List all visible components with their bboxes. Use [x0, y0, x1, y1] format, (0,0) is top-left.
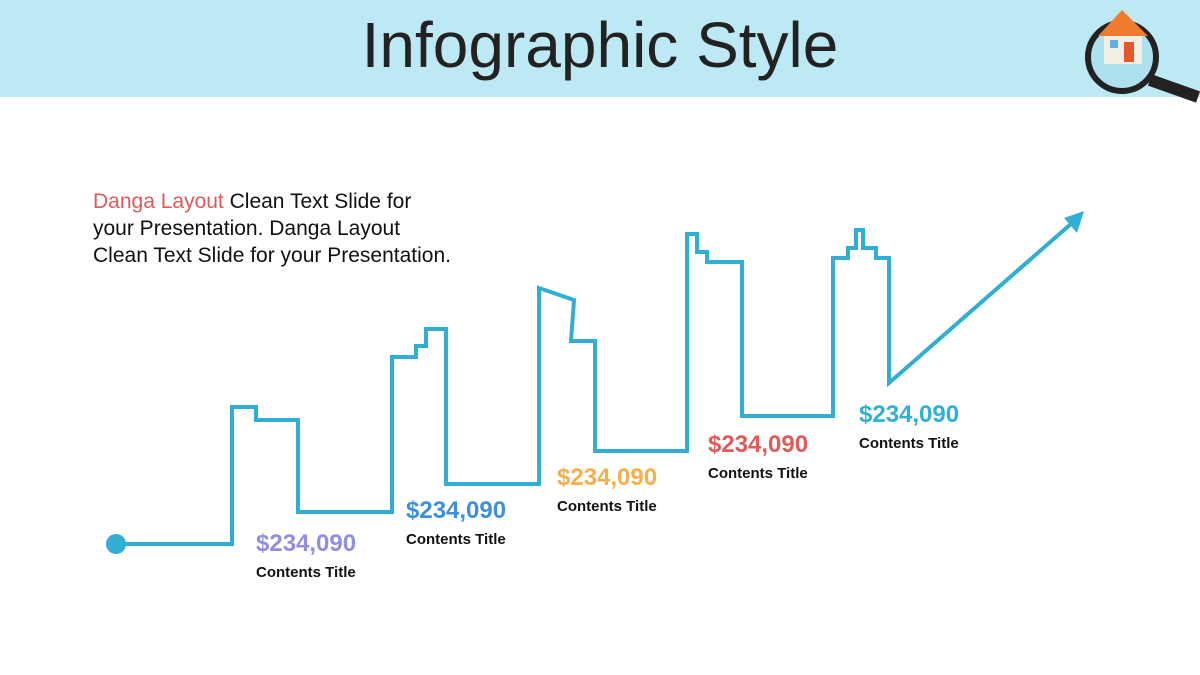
intro-body: Clean Text Slide for your Presentation. … [93, 190, 451, 267]
item-value: $234,090 [859, 401, 960, 428]
item-title: Contents Title [859, 435, 959, 452]
item-title: Contents Title [557, 498, 657, 515]
skyline-line [116, 221, 1074, 546]
start-dot [106, 534, 126, 554]
slide-title: Infographic Style [361, 9, 839, 81]
intro-highlight: Danga Layout [93, 190, 224, 213]
house-icon [1085, 10, 1200, 103]
item-title: Contents Title [256, 564, 356, 581]
item: $234,090 Contents Title [557, 464, 657, 515]
intro-text: Danga Layout Clean Text Slide for your P… [93, 188, 453, 269]
item-value: $234,090 [256, 530, 357, 557]
item: $234,090 Contents Title [859, 401, 959, 452]
header-band [0, 0, 1200, 97]
item-value: $234,090 [406, 497, 507, 524]
item-value: $234,090 [708, 431, 809, 458]
item: $234,090 Contents Title [406, 497, 506, 548]
item-value: $234,090 [557, 464, 658, 491]
item: $234,090 Contents Title [708, 431, 808, 482]
item: $234,090 Contents Title [256, 530, 356, 581]
item-title: Contents Title [708, 465, 808, 482]
item-title: Contents Title [406, 531, 506, 548]
arrow-head [1064, 211, 1084, 233]
